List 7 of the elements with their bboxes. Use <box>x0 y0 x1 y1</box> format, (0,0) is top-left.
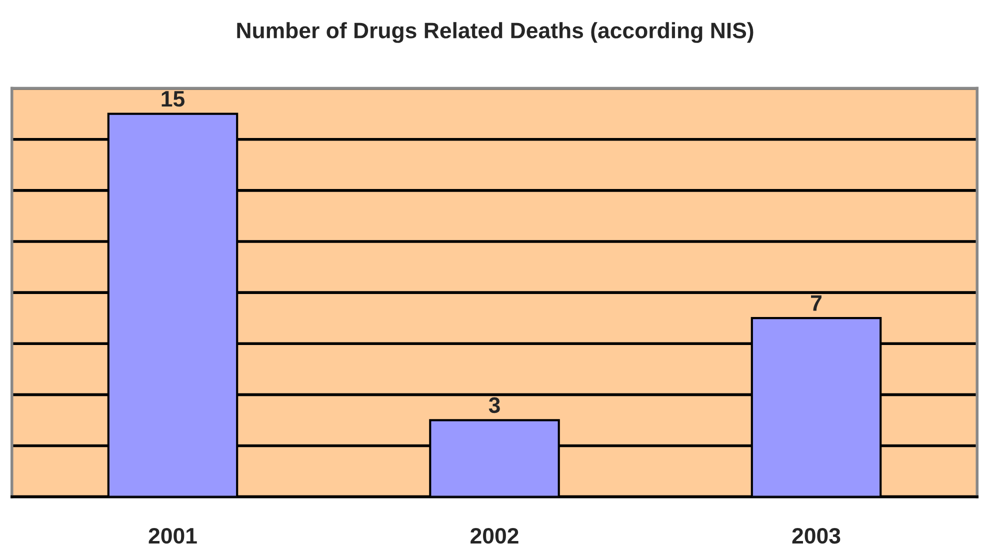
x-tick-label: 2002 <box>470 528 518 544</box>
data-label: 15 <box>162 91 184 107</box>
x-tick-label: 2003 <box>792 528 840 544</box>
data-label: 7 <box>811 295 822 311</box>
chart-title: Number of Drugs Related Deaths (according NIS) <box>237 22 754 43</box>
x-tick-label: 2001 <box>148 528 197 544</box>
data-label: 3 <box>488 397 500 414</box>
